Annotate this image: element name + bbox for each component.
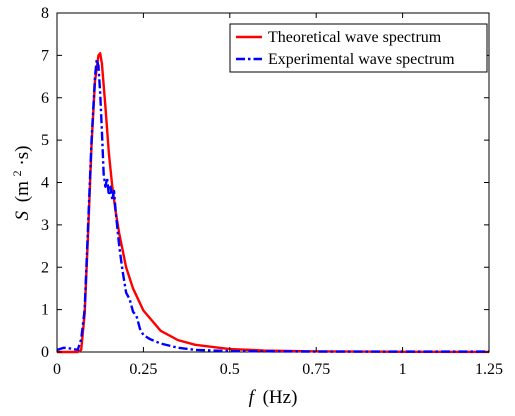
y-tick-label-0: 0 — [41, 344, 49, 361]
tick-layer: 0 0.25 0.5 0.75 1 1.25 0 1 2 3 4 5 6 7 8 — [41, 5, 503, 378]
legend-box — [229, 23, 488, 73]
y-axis-title: S (m 2 ·s) — [5, 146, 33, 221]
x-tick-label-0-5: 0.5 — [220, 361, 240, 378]
x-axis-title: f (Hz) — [249, 387, 298, 408]
series-layer — [56, 52, 490, 354]
svg-text:f (Hz): f (Hz) — [249, 387, 298, 408]
x-axis-symbol: f — [249, 387, 257, 408]
y-tick-label-4: 4 — [41, 175, 49, 192]
y-axis-unit-sup: 2 — [10, 170, 24, 176]
legend: Theoretical wave spectrum Experimental w… — [229, 23, 488, 73]
y-axis-unit-prefix: (m — [12, 181, 33, 202]
y-tick-label-7: 7 — [41, 47, 49, 64]
y-axis-symbol: S — [12, 210, 33, 220]
legend-label-experimental: Experimental wave spectrum — [268, 51, 455, 68]
y-tick-label-1: 1 — [41, 302, 49, 319]
x-tick-label-0-75: 0.75 — [302, 361, 330, 378]
x-tick-label-0-25: 0.25 — [129, 361, 157, 378]
y-tick-label-5: 5 — [41, 132, 49, 149]
y-tick-label-8: 8 — [41, 5, 49, 22]
x-axis-unit: (Hz) — [263, 387, 298, 408]
x-tick-label-1: 1 — [399, 361, 407, 378]
y-tick-label-2: 2 — [41, 259, 49, 276]
y-tick-label-6: 6 — [41, 90, 49, 107]
series-line-experimental-wave-spectrum — [56, 58, 489, 353]
y-tick-label-3: 3 — [41, 217, 49, 234]
y-axis-unit-suffix: ·s) — [12, 146, 33, 166]
x-tick-label-1-25: 1.25 — [475, 361, 503, 378]
svg-text:S (m 2 ·s): S (m 2 ·s) — [5, 146, 33, 221]
legend-label-theoretical: Theoretical wave spectrum — [268, 29, 442, 46]
x-tick-label-0: 0 — [53, 361, 61, 378]
